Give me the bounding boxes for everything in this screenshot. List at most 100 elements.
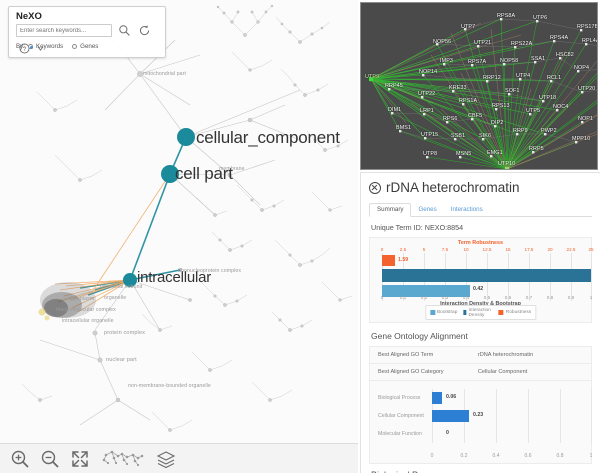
gene-label-imp3: IMP3	[440, 58, 453, 64]
radio-keywords[interactable]	[27, 44, 33, 49]
legend-label-bootstrap: Bootstrap	[436, 310, 458, 315]
go-cat-label-molecular-function: Molecular Function	[378, 431, 422, 437]
network-toolbar[interactable]	[0, 443, 358, 473]
go-alignment-box: Best Aligned GO Term rDNA heterochromati…	[369, 346, 592, 464]
zoom-in-icon[interactable]	[10, 449, 30, 469]
close-icon[interactable]	[369, 181, 381, 194]
node-label-non-membrane-bounded-organelle: non-membrane-bounded organelle	[128, 383, 211, 389]
robustness-chart: Term Robustness 0 2.5 5 7.5 10 12.5 15 1…	[369, 237, 594, 323]
legend-swatch-interaction-density	[463, 310, 467, 315]
go-value-term: rDNA heterochromatin	[477, 352, 534, 358]
hierarchy-network-panel[interactable]: cellular_component cell part intracellul…	[0, 0, 358, 473]
gene-label-cbf5: CBF5	[468, 113, 483, 119]
bot-tick-0: 0	[380, 295, 384, 300]
node-label-ribosomal-subunit: ribosomal subunit	[100, 284, 143, 290]
biological-process-heading: Biological Process	[371, 470, 590, 473]
radio-keywords-label: Keywords	[35, 43, 64, 50]
gene-label-rrp12: RRP12	[483, 75, 501, 81]
go-row-term: Best Aligned GO Term rDNA heterochromati…	[370, 347, 591, 364]
gene-label-nop58: NOP58	[500, 58, 519, 64]
node-label-intracellular: intracellular	[137, 269, 212, 286]
gene-label-rps22a: RPS22A	[511, 41, 533, 47]
layers-icon[interactable]	[156, 449, 176, 469]
legend-label-robustness: Robustness	[505, 310, 532, 315]
tab-genes[interactable]: Genes	[418, 205, 437, 213]
gene-label-nop1: NOP1	[578, 116, 594, 122]
search-input[interactable]	[16, 24, 112, 37]
search-icon[interactable]	[118, 24, 131, 37]
go-key-term: Best Aligned GO Term	[378, 352, 434, 358]
gene-label-rps1a: RPS1A	[459, 98, 478, 104]
gene-label-utp21: UTP21	[474, 40, 492, 46]
gene-label-rps4a: RPS4A	[550, 35, 569, 41]
legend-item-interaction-density: Interaction Density	[463, 308, 492, 318]
top-tick-9: 22.5	[566, 247, 576, 252]
bot-tick-8: 0.8	[546, 295, 554, 300]
gene-label-rcl1: RCL1	[547, 75, 562, 81]
gene-label-sik6: SIK6	[479, 133, 492, 139]
gene-label-utp22: UTP22	[418, 91, 436, 97]
tab-interactions[interactable]: Interactions	[450, 205, 483, 213]
top-tick-3: 7.5	[441, 247, 449, 252]
gene-label-utp8: UTP8	[423, 151, 438, 157]
detail-header: rDNA heterochromatin	[361, 173, 600, 198]
node-label-intracellular-organelle: intracellular organelle	[62, 318, 114, 324]
refresh-icon[interactable]	[138, 24, 151, 37]
top-tick-8: 20	[547, 247, 553, 252]
collapse-icon[interactable]	[37, 42, 44, 55]
node-label-organelle: organelle	[104, 295, 127, 301]
gene-label-dim1: DIM1	[388, 107, 402, 113]
gene-label-bms1: BMS1	[396, 125, 412, 131]
go-val-biological-process: 0.06	[446, 394, 457, 400]
unique-term-id: Unique Term ID: NEXO:8854	[371, 223, 464, 232]
go-tick-4: 0.8	[556, 453, 564, 459]
search-by-label: By:	[16, 43, 25, 50]
go-tick-1: 0.2	[460, 453, 468, 459]
term-detail-panel[interactable]: rDNA heterochromatin Summary Genes Inter…	[360, 172, 600, 473]
gene-label-lrp1: LRP1	[420, 108, 434, 114]
gene-label-ssb1: SSB1	[451, 133, 466, 139]
node-label-ribonucleoprotein-complex: ribonucleoprotein complex	[178, 268, 242, 274]
node-intracellular[interactable]	[123, 273, 137, 287]
legend-item-bootstrap: Bootstrap	[429, 310, 458, 315]
gene-label-utp10: UTP10	[498, 161, 516, 167]
node-label-mitochondrial-part: mitochondrial part	[143, 71, 187, 77]
bot-tick-1: 0.1	[399, 295, 407, 300]
zoom-out-icon[interactable]	[40, 449, 60, 469]
detail-tabs[interactable]: Summary Genes Interactions	[369, 202, 592, 217]
gene-label-nop4: NOP4	[574, 65, 590, 71]
gene-label-rps7a: RPS7A	[468, 59, 487, 65]
search-row[interactable]: ?	[16, 24, 162, 54]
tab-summary[interactable]: Summary	[369, 202, 412, 217]
gene-label-emg1: EMG1	[487, 150, 503, 156]
gene-label-ssa1: SSA1	[531, 56, 546, 62]
node-label-nuclear-part: nuclear part	[106, 357, 137, 363]
chart-legend: Bootstrap Interaction Density Robustness	[424, 305, 537, 320]
bot-tick-7: 0.7	[525, 295, 533, 300]
search-panel[interactable]: NeXO ? By: Keywords Genes	[8, 6, 166, 58]
go-tick-3: 0.6	[524, 453, 532, 459]
hierarchy-network-graphic	[21, 4, 353, 432]
gene-label-hsc82: HSC82	[556, 52, 574, 58]
search-by-row[interactable]: By: Keywords Genes	[16, 43, 104, 50]
gene-interaction-network-panel[interactable]: UTP9 UTP7 RPS8A UTP6 RPS17B NOP56 UTP21 …	[360, 2, 598, 170]
node-cellular-component[interactable]	[177, 128, 195, 146]
go-value-category: Cellular Component	[477, 369, 528, 375]
fit-screen-icon[interactable]	[70, 449, 90, 469]
node-label-cellular-component: cellular_component	[196, 128, 340, 147]
radio-genes[interactable]	[72, 44, 78, 49]
radio-genes-label: Genes	[80, 43, 99, 50]
gene-label-mpp10: MPP10	[572, 136, 591, 142]
gene-label-rps13: RPS13	[492, 103, 510, 109]
node-cell-part[interactable]	[161, 165, 179, 183]
chart-title-term-robustness: Term Robustness	[457, 240, 504, 246]
top-tick-7: 17.5	[524, 247, 534, 252]
legend-swatch-bootstrap	[429, 310, 435, 315]
gene-label-utp7: UTP7	[461, 24, 476, 30]
network-overview-icon[interactable]	[100, 449, 146, 469]
node-label-protein-complex: protein complex	[104, 330, 145, 336]
go-alignment-heading: Gene Ontology Alignment	[371, 331, 468, 341]
gene-label-rrp5: RRP5	[529, 146, 544, 152]
go-row-category: Best Aligned GO Category Cellular Compon…	[370, 364, 591, 381]
gene-label-utp9: UTP9	[365, 74, 380, 80]
